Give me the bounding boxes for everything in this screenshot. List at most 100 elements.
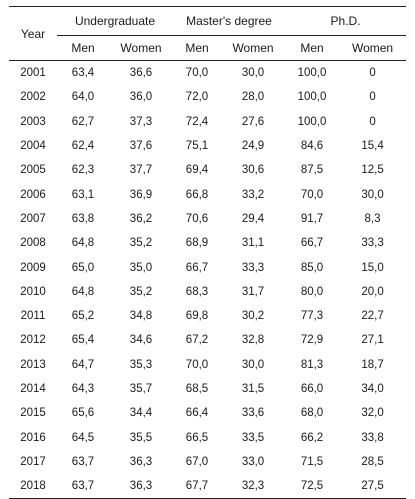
- cell-phd-men: 72,5: [285, 474, 340, 499]
- cell-year: 2002: [20, 91, 46, 104]
- cell-undergraduate-men: 63,7: [71, 455, 95, 468]
- cell-undergraduate-men: 63,1: [71, 188, 95, 201]
- table-row: 2005 62,3 37,7 69,4 30,6 87,5 12,5: [9, 158, 406, 182]
- cell-masters-men: 66,5: [185, 431, 209, 444]
- cell-undergraduate-women: 37,6: [129, 140, 153, 153]
- cell-year: 2004: [20, 140, 46, 153]
- cell-undergraduate-women: 35,2: [129, 285, 153, 298]
- table-row: 2008 64,8 35,2 68,9 31,1 66,7 33,3: [9, 231, 406, 255]
- cell-phd-men: 80,0: [300, 285, 324, 298]
- cell-undergraduate-men: 64,8: [71, 285, 95, 298]
- cell-phd-men: 72,9: [300, 334, 324, 347]
- cell-undergraduate-women: 36,2: [129, 212, 153, 225]
- cell-masters-women: 32,8: [241, 334, 265, 347]
- subheader-masters-women: Women: [221, 35, 286, 61]
- table-row: 2013 64,7 35,3 70,0 30,0 81,3 18,7: [9, 353, 406, 377]
- cell-masters-women: 32,3: [221, 474, 286, 499]
- table-header: Year Undergraduate Master's degree Ph.D.…: [9, 6, 407, 61]
- cell-phd-women: 15,0: [361, 261, 384, 274]
- cell-masters-women: 27,6: [241, 115, 265, 128]
- cell-undergraduate-men: 64,0: [71, 91, 95, 104]
- cell-phd-men: 91,7: [300, 212, 324, 225]
- cell-masters-men: 70,6: [185, 212, 209, 225]
- cell-undergraduate-women: 34,6: [129, 334, 153, 347]
- cell-phd-men: 100,0: [297, 115, 327, 128]
- cell-undergraduate-women: 36,9: [129, 188, 153, 201]
- cell-year: 2014: [20, 383, 46, 395]
- cell-masters-women: 33,3: [241, 261, 265, 274]
- group-header-masters: Master's degree: [173, 6, 286, 36]
- cell-phd-men: 66,7: [300, 237, 324, 250]
- cell-masters-women: 30,0: [241, 67, 265, 80]
- table-body: 2001 63,4 36,6 70,0 30,0 100,0 0 2002 64,0 36,0 72…: [9, 61, 407, 499]
- cell-undergraduate-women: 35,3: [129, 358, 153, 371]
- cell-year: 2003: [20, 115, 46, 128]
- cell-year: 2010: [20, 285, 46, 298]
- cell-phd-men: 100,0: [297, 91, 327, 104]
- cell-undergraduate-men: 65,6: [71, 407, 95, 420]
- cell-year: 2009: [20, 261, 46, 274]
- cell-undergraduate-women: 35,7: [129, 383, 153, 395]
- table-row: 2015 65,6 34,4 66,4 33,6 68,0 32,0: [9, 401, 406, 425]
- cell-masters-women: 29,4: [241, 212, 265, 225]
- subheader-undergraduate-women: Women: [109, 35, 173, 61]
- cell-masters-women: 33,5: [241, 431, 265, 444]
- cell-masters-women: 31,5: [241, 383, 265, 395]
- table-row: 2004 62,4 37,6 75,1 24,9 84,6 15,4: [9, 134, 406, 158]
- cell-masters-women: 31,1: [241, 237, 265, 250]
- table-row: 2017 63,7 36,3 67,0 33,0 71,5 28,5: [9, 450, 406, 474]
- table-row: 2011 65,2 34,8 69,8 30,2 77,3 22,7: [9, 304, 406, 328]
- year-header: Year: [9, 6, 57, 61]
- table-row: 2018 63,7 36,3 67,7 32,3 72,5 27,5: [9, 474, 407, 499]
- cell-phd-women: 27,1: [361, 334, 384, 347]
- table-row: 2002 64,0 36,0 72,0 28,0 100,0 0: [9, 85, 406, 109]
- subheader-undergraduate-men: Men: [57, 35, 109, 61]
- cell-masters-men: 72,0: [185, 91, 209, 104]
- cell-undergraduate-men: 65,2: [71, 310, 95, 323]
- cell-phd-men: 77,3: [300, 310, 324, 323]
- cell-phd-men: 85,0: [300, 261, 324, 274]
- cell-undergraduate-men: 64,7: [71, 358, 95, 371]
- cell-masters-men: 69,4: [185, 164, 209, 177]
- cell-masters-men: 75,1: [185, 140, 209, 153]
- cell-masters-men: 70,0: [185, 67, 209, 80]
- cell-masters-men: 68,5: [185, 383, 209, 395]
- cell-phd-men: 70,0: [300, 188, 324, 201]
- table-row: 2006 63,1 36,9 66,8 33,2 70,0 30,0: [9, 182, 406, 206]
- group-header-undergraduate: Undergraduate: [57, 6, 173, 36]
- table-row: 2012 65,4 34,6 67,2 32,8 72,9 27,1: [9, 328, 406, 352]
- cell-year: 2015: [20, 407, 46, 420]
- table-row: 2009 65,0 35,0 66,7 33,3 85,0 15,0: [9, 255, 406, 279]
- cell-phd-men: 87,5: [300, 164, 324, 177]
- cell-undergraduate-women: 34,8: [129, 310, 153, 323]
- cell-undergraduate-men: 63,4: [71, 67, 95, 80]
- cell-year: 2017: [20, 455, 46, 468]
- cell-undergraduate-men: 62,7: [71, 115, 95, 128]
- cell-phd-women: 33,8: [361, 431, 384, 444]
- cell-year: 2001: [20, 67, 46, 80]
- cell-masters-men: 67,2: [185, 334, 209, 347]
- cell-undergraduate-men: 64,5: [71, 431, 95, 444]
- cell-masters-men: 66,8: [185, 188, 209, 201]
- cell-phd-women: 30,0: [361, 188, 384, 201]
- cell-phd-women: 8,3: [364, 212, 381, 225]
- cell-undergraduate-men: 63,8: [71, 212, 95, 225]
- cell-year: 2007: [20, 212, 46, 225]
- table-row: 2014 64,3 35,7 68,5 31,5 66,0 34,0: [9, 377, 406, 401]
- subheader-phd-women: Women: [339, 35, 407, 61]
- cell-phd-women: 28,5: [361, 455, 384, 468]
- cell-masters-men: 68,9: [185, 237, 209, 250]
- table-row: 2016 64,5 35,5 66,5 33,5 66,2 33,8: [9, 425, 406, 449]
- cell-undergraduate-men: 64,8: [71, 237, 95, 250]
- cell-year: 2018: [9, 474, 57, 499]
- cell-masters-women: 33,6: [241, 407, 265, 420]
- cell-masters-men: 67,0: [185, 455, 209, 468]
- cell-undergraduate-women: 37,7: [129, 164, 153, 177]
- cell-masters-women: 31,7: [241, 285, 265, 298]
- cell-masters-men: 70,0: [185, 358, 209, 371]
- cell-phd-women: 15,4: [361, 140, 384, 153]
- cell-phd-men: 66,2: [300, 431, 324, 444]
- cell-phd-women: 0: [369, 67, 376, 80]
- cell-undergraduate-women: 36,0: [129, 91, 153, 104]
- cell-phd-men: 68,0: [300, 407, 324, 420]
